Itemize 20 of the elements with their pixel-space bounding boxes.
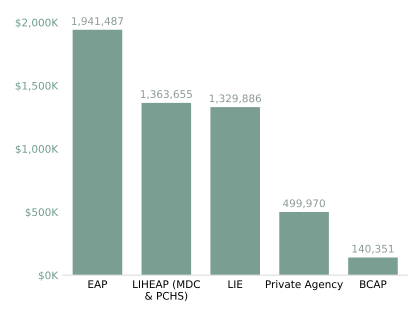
x-tick-label: BCAP: [360, 280, 386, 288]
data-label: 1,941,487: [72, 17, 124, 26]
data-label: 499,970: [283, 199, 325, 208]
y-tick-label: $1,500K: [16, 82, 58, 92]
bar: [279, 212, 329, 276]
x-tick-label: LIHEAP (MDC & PCHS): [133, 280, 200, 302]
bar: [348, 257, 398, 276]
data-label: 1,363,655: [140, 90, 192, 100]
data-label: 140,351: [352, 244, 394, 254]
y-tick-label: $500K: [26, 208, 58, 218]
bar: [210, 107, 260, 276]
x-tick-label: EAP: [88, 280, 108, 288]
bar: [72, 30, 122, 276]
x-tick-label: LIE: [228, 280, 242, 288]
y-tick-label: $0K: [38, 271, 58, 281]
bar: [142, 102, 192, 276]
data-label: 1,329,886: [210, 94, 262, 104]
y-tick-label: $2,000K: [16, 18, 58, 28]
x-tick-label: Private Agency: [266, 280, 343, 290]
y-tick-label: $1,000K: [16, 144, 58, 154]
